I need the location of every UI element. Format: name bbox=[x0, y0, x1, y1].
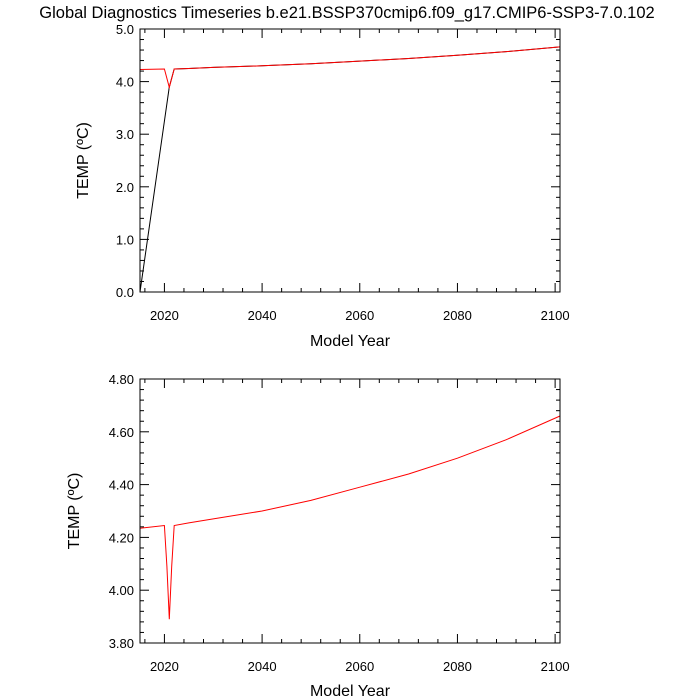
bottom-series-layer bbox=[139, 415, 561, 620]
bottom-x-tick-label: 2040 bbox=[248, 659, 277, 674]
bottom-plot-frame bbox=[139, 378, 561, 644]
top-x-tick-label: 2100 bbox=[541, 308, 570, 323]
bottom-y-tick-label: 4.40 bbox=[109, 478, 134, 493]
bottom-x-tick-label: 2020 bbox=[150, 659, 179, 674]
bottom-y-tick-label: 3.80 bbox=[109, 636, 134, 651]
bottom-y-axis-label: TEMP (ºC) bbox=[66, 473, 83, 550]
bottom-y-tick-label: 4.00 bbox=[109, 583, 134, 598]
top-x-tick-label: 2040 bbox=[248, 308, 277, 323]
top-series-line-2 bbox=[139, 46, 561, 90]
bottom-x-tick-label: 2100 bbox=[541, 659, 570, 674]
top-y-axis-label: TEMP (ºC) bbox=[75, 122, 92, 199]
top-panel: 2020 2040 2060 2080 2100 0.0 1.0 2.0 3.0 4.0 5.0 M… bbox=[75, 22, 570, 350]
top-series-line-1 bbox=[139, 46, 561, 293]
top-x-axis-label: Model Year bbox=[310, 333, 391, 350]
bottom-y-tick-label: 4.60 bbox=[109, 425, 134, 440]
top-series-layer bbox=[139, 46, 561, 293]
top-tick-layer: 2020 2040 2060 2080 2100 0.0 1.0 2.0 3.0 4.0 5.0 bbox=[116, 22, 570, 323]
top-x-tick-label: 2060 bbox=[345, 308, 374, 323]
top-y-tick-label: 5.0 bbox=[116, 22, 134, 37]
bottom-x-tick-label: 2080 bbox=[443, 659, 472, 674]
bottom-tick-layer: 2020 2040 2060 2080 2100 3.80 4.00 4.20 4.40 4.60… bbox=[109, 372, 570, 674]
bottom-x-tick-label: 2060 bbox=[345, 659, 374, 674]
top-x-tick-label: 2080 bbox=[443, 308, 472, 323]
top-y-tick-label: 1.0 bbox=[116, 232, 134, 247]
bottom-series-line-1 bbox=[139, 415, 561, 620]
bottom-y-tick-label: 4.20 bbox=[109, 530, 134, 545]
bottom-y-tick-label: 4.80 bbox=[109, 372, 134, 387]
top-plot-frame bbox=[139, 28, 561, 293]
chart-title: Global Diagnostics Timeseries b.e21.BSSP… bbox=[39, 4, 654, 22]
top-x-tick-label: 2020 bbox=[150, 308, 179, 323]
top-y-tick-label: 2.0 bbox=[116, 180, 134, 195]
bottom-x-axis-label: Model Year bbox=[310, 683, 391, 700]
top-y-tick-label: 3.0 bbox=[116, 127, 134, 142]
bottom-panel: 2020 2040 2060 2080 2100 3.80 4.00 4.20 4.40 4.60… bbox=[66, 372, 570, 700]
top-y-tick-label: 4.0 bbox=[116, 75, 134, 90]
top-y-tick-label: 0.0 bbox=[116, 285, 134, 300]
